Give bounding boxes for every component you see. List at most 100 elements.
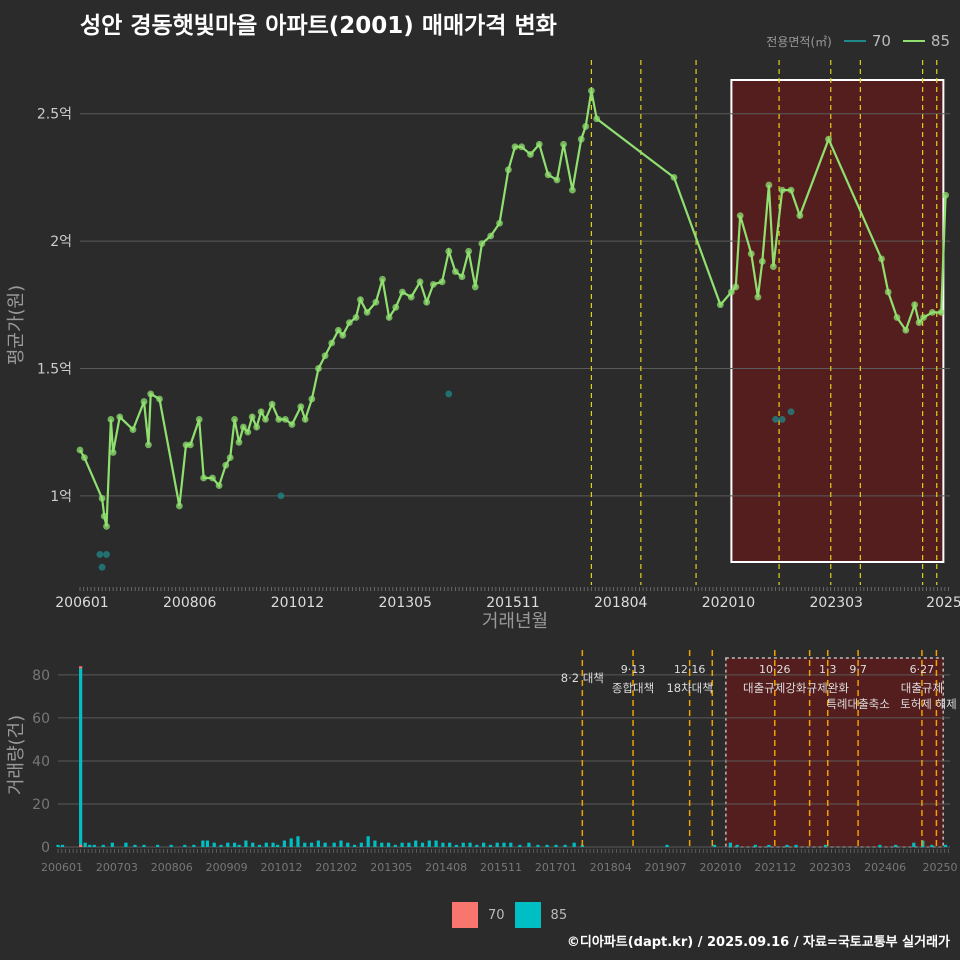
bar-85 xyxy=(488,844,493,847)
bar-85 xyxy=(169,844,173,847)
data-point-85 xyxy=(593,115,601,123)
x-tick-label: 202303 xyxy=(809,861,851,874)
bar-85 xyxy=(563,844,567,847)
data-point-85 xyxy=(796,212,804,219)
legend-swatch-70 xyxy=(452,902,478,928)
x-tick-label: 201701 xyxy=(535,861,577,874)
data-point-85 xyxy=(379,275,386,283)
bar-85 xyxy=(753,844,757,847)
bar-85 xyxy=(823,844,828,847)
data-point-70 xyxy=(778,416,786,423)
data-point-85 xyxy=(769,263,777,270)
y-tick-label: 2.5억 xyxy=(37,107,72,123)
data-point-85 xyxy=(129,426,137,433)
data-point-85 xyxy=(727,288,735,296)
bar-85 xyxy=(303,842,307,847)
bar-85 xyxy=(448,842,452,847)
data-point-85 xyxy=(248,413,256,421)
y-tick-label: 20 xyxy=(32,797,50,813)
data-point-85 xyxy=(937,309,945,316)
data-point-85 xyxy=(328,339,336,347)
x-tick-label: 201804 xyxy=(594,595,648,611)
data-point-85 xyxy=(504,166,512,174)
x-tick-label: 200601 xyxy=(41,861,83,874)
bar-85 xyxy=(665,844,669,847)
bar-85 xyxy=(441,842,445,847)
data-point-85 xyxy=(465,247,473,255)
policy-name-label: 8·2 대책 xyxy=(561,671,604,685)
legend-bottom-label-85: 85 xyxy=(550,907,568,923)
data-point-85 xyxy=(920,314,927,321)
bar-85 xyxy=(88,844,92,847)
y-tick-label: 2억 xyxy=(50,234,72,250)
data-point-85 xyxy=(76,446,84,454)
data-point-85 xyxy=(81,454,88,462)
bar-85 xyxy=(366,836,370,847)
bar-85 xyxy=(237,844,241,847)
data-point-85 xyxy=(175,502,183,510)
data-point-70 xyxy=(772,416,779,423)
top-legend: 전용면적(㎡) 70 85 xyxy=(766,32,950,50)
bar-85 xyxy=(339,840,343,847)
bar-70-top xyxy=(79,666,83,669)
data-point-85 xyxy=(297,403,305,411)
data-point-85 xyxy=(315,365,322,372)
data-point-85 xyxy=(787,186,795,194)
bar-85 xyxy=(912,842,916,847)
policy-name-label: 규제완화 xyxy=(807,681,850,695)
data-point-85 xyxy=(588,87,595,95)
data-point-85 xyxy=(736,212,744,219)
bar-85 xyxy=(92,844,96,847)
data-point-85 xyxy=(275,416,283,423)
data-point-85 xyxy=(582,123,590,130)
data-point-85 xyxy=(339,331,347,339)
data-point-85 xyxy=(560,140,567,148)
y-tick-label: 0 xyxy=(41,840,50,856)
x-tick-label: 201012 xyxy=(271,595,324,611)
bar-85 xyxy=(316,840,320,847)
bar-85 xyxy=(289,838,293,847)
bar-85 xyxy=(475,844,479,847)
bar-85 xyxy=(83,842,87,847)
x-tick-label: 201408 xyxy=(425,861,467,874)
x-tick-label: 2025 xyxy=(926,595,960,611)
data-point-85 xyxy=(518,143,526,151)
bar-85 xyxy=(878,844,882,847)
legend-line-70 xyxy=(843,40,866,42)
bar-85 xyxy=(518,844,522,847)
bar-85 xyxy=(156,844,160,847)
policy-name-label: 토허제 해제 xyxy=(900,697,957,711)
data-point-85 xyxy=(535,140,543,148)
bar-85 xyxy=(226,842,230,847)
data-point-85 xyxy=(758,258,766,265)
data-point-85 xyxy=(553,176,561,184)
bar-85 xyxy=(894,844,898,847)
bar-85 xyxy=(271,842,275,847)
data-point-85 xyxy=(187,441,194,449)
data-point-85 xyxy=(527,151,534,158)
data-point-85 xyxy=(825,135,832,143)
y-tick-label: 60 xyxy=(32,711,50,727)
y-tick-label: 40 xyxy=(32,754,50,770)
x-tick-label: 20250 xyxy=(923,861,958,874)
policy-date-label: 1·3 xyxy=(819,663,837,676)
data-point-70 xyxy=(103,551,110,558)
y-tick-label: 1.5억 xyxy=(37,361,72,377)
data-point-85 xyxy=(577,135,585,143)
legend-label-85: 85 xyxy=(930,32,950,50)
data-point-85 xyxy=(352,314,360,321)
data-point-85 xyxy=(670,173,678,181)
x-tick-label: 202010 xyxy=(700,861,742,874)
bar-85 xyxy=(420,842,425,847)
data-point-85 xyxy=(392,303,400,311)
bar-85 xyxy=(386,842,391,847)
bar-85 xyxy=(482,842,486,847)
bar-85 xyxy=(323,842,327,847)
data-point-70 xyxy=(787,408,795,416)
data-point-85 xyxy=(107,416,115,423)
data-point-85 xyxy=(100,512,108,520)
bar-85 xyxy=(434,840,438,847)
bar-85 xyxy=(414,840,418,847)
data-point-85 xyxy=(438,278,446,286)
x-tick-label: 202303 xyxy=(810,595,863,611)
